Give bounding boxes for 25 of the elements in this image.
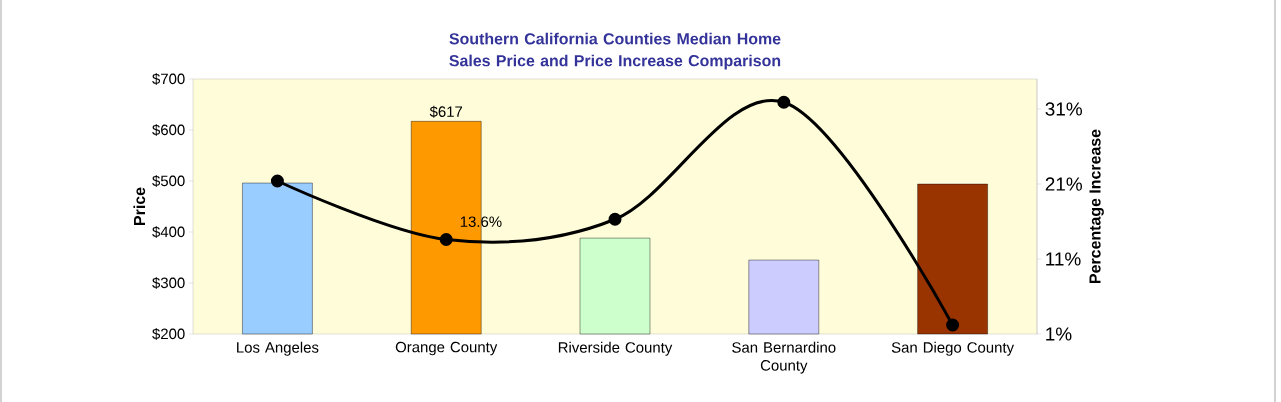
y-tick-label: $300 bbox=[152, 276, 185, 290]
point bbox=[270, 174, 284, 188]
x-tick-label: San Diego County bbox=[891, 341, 1015, 356]
point bbox=[439, 233, 453, 246]
x-tick-label: San Bernardino County bbox=[732, 341, 836, 374]
x-tick-label: Los Angeles bbox=[237, 341, 319, 356]
point bbox=[946, 318, 960, 332]
y2-axis-title: Percentage Increase bbox=[1089, 129, 1104, 283]
x-tick-label: Riverside County bbox=[558, 341, 673, 356]
x-tick-label: Orange County bbox=[395, 341, 498, 356]
chart-title: Southern California Counties Median Home Sales Price and Price Increase Comparison bbox=[449, 32, 781, 70]
y-tick-label: $400 bbox=[152, 225, 185, 239]
y2-tick-label: 11% bbox=[1046, 252, 1081, 266]
y-tick-label: $500 bbox=[152, 174, 185, 188]
y-tick-label: $600 bbox=[152, 123, 185, 137]
y2-tick-label: 31% bbox=[1045, 102, 1082, 116]
point bbox=[608, 212, 622, 226]
y-tick-label: $200 bbox=[152, 327, 185, 341]
y-axis-title: Price bbox=[133, 187, 146, 225]
data-label: 13.6% bbox=[460, 216, 502, 227]
y-tick-label: $700 bbox=[152, 72, 185, 86]
data-label: $617 bbox=[429, 105, 463, 118]
point bbox=[777, 95, 791, 109]
y2-tick-label: 1% bbox=[1046, 327, 1072, 341]
y2-tick-label: 21% bbox=[1045, 177, 1082, 191]
